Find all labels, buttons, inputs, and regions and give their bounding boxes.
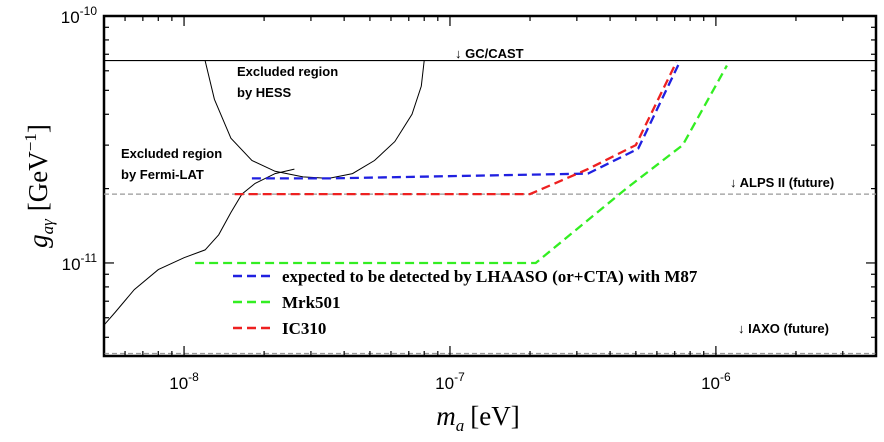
fermi-label-line1: Excluded region	[121, 146, 222, 161]
limit-lines	[104, 59, 876, 355]
legend-label-mrk501: Mrk501	[282, 293, 341, 312]
hess-label-line2: by HESS	[237, 85, 292, 100]
legend: expected to be detected by LHAASO (or+CT…	[233, 267, 698, 338]
plot-frame	[102, 14, 878, 358]
y-tick-label: 10-11	[62, 251, 98, 274]
x-tick-label: 10-7	[435, 370, 465, 393]
hess-label-line1: Excluded region	[237, 64, 338, 79]
x-tick-label: 10-6	[701, 370, 731, 393]
legend-label-ic310: IC310	[282, 319, 326, 338]
axis-ticks	[103, 15, 877, 356]
series-line-expected-to-be-detected-by-lha	[251, 61, 681, 180]
limit-label-alps: ↓ ALPS II (future)	[730, 175, 834, 190]
axis-tick-labels: 10-8 10-7 10-6 10-11 10-10	[61, 4, 731, 393]
legend-label-m87: expected to be detected by LHAASO (or+CT…	[282, 267, 698, 286]
series-line-mrk501	[195, 65, 728, 265]
series-lines	[195, 61, 728, 265]
y-tick-label: 10-10	[61, 4, 98, 27]
limit-label-iaxo: ↓ IAXO (future)	[738, 321, 829, 336]
x-axis-label: ma [eV]	[436, 401, 519, 435]
fermi-label-line2: by Fermi-LAT	[121, 167, 204, 182]
x-tick-label: 10-8	[169, 370, 199, 393]
limit-label-gc-cast: ↓ GC/CAST	[455, 46, 524, 61]
y-axis-label: gaγ[GeV−1]	[21, 124, 57, 248]
excluded-boundary-fermi-lat	[104, 168, 295, 326]
series-line-ic310	[234, 61, 678, 196]
